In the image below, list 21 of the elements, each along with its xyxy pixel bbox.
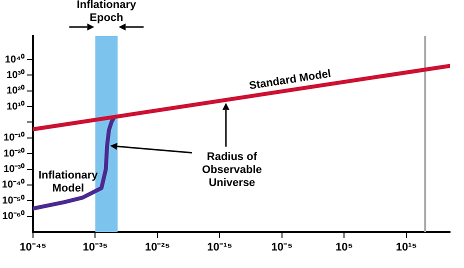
y-tick-label: 10⁻⁴⁰: [2, 178, 25, 191]
band-label: Inflationary Epoch: [76, 0, 137, 24]
x-tick-label: 10⁻³⁵: [82, 242, 108, 254]
annotation: Radius of Observable Universe: [202, 150, 262, 189]
x-tick-label: 10¹⁵: [396, 242, 417, 254]
y-tick-label: 10⁻⁶⁰: [2, 210, 25, 222]
y-tick-label: 10³⁰: [6, 68, 25, 81]
text: Standard Model: [248, 68, 332, 92]
y-tick-label: 10⁻³⁰: [4, 163, 25, 176]
y-tick-label: 10⁻²⁰: [4, 147, 25, 160]
y-tick-label: 10²⁰: [6, 84, 25, 97]
x-tick-label: 10⁻⁵: [271, 242, 293, 254]
x-tick-label: 10⁻⁴⁵: [20, 242, 46, 254]
y-tick-label: 10¹⁰: [6, 100, 25, 112]
x-tick-label: 10⁻²⁵: [144, 242, 170, 254]
x-tick-label: 10⁵: [335, 242, 353, 254]
x-tick-label: 10⁻¹⁵: [207, 242, 232, 254]
y-tick-label: 10⁻¹⁰: [4, 132, 25, 144]
y-tick-label: 10⁴⁰: [4, 53, 25, 66]
series-label: Inflationary Model: [38, 170, 99, 195]
y-tick-label: 10⁻⁵⁰: [2, 194, 25, 206]
